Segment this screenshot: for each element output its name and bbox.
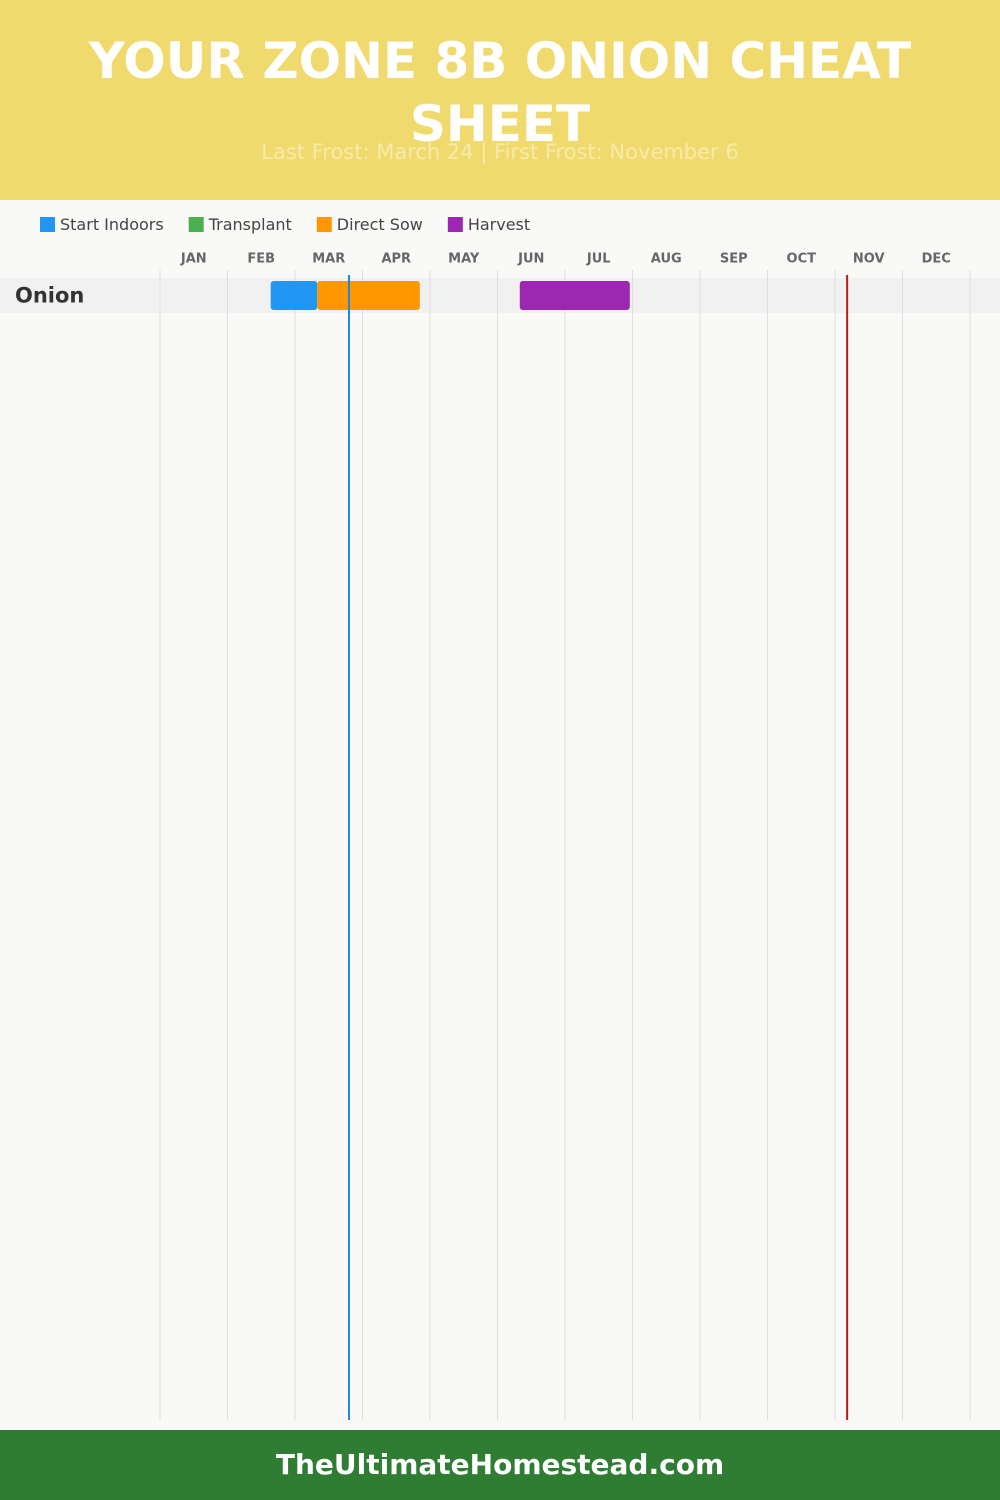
legend-swatch (188, 217, 204, 232)
subtitle: Last Frost: March 24 | First Frost: Nove… (261, 140, 739, 164)
month-label: SEP (720, 252, 748, 267)
month-label: JUL (586, 252, 611, 267)
legend-swatch (316, 217, 332, 232)
month-label: NOV (853, 252, 885, 267)
header: YOUR ZONE 8B ONION CHEAT SHEET Last Fros… (0, 0, 1000, 200)
title: YOUR ZONE 8B ONION CHEAT SHEET (88, 32, 912, 153)
bar (317, 281, 420, 310)
month-label: AUG (651, 252, 682, 267)
legend-label: Start Indoors (60, 215, 164, 234)
legend-label: Transplant (208, 215, 292, 234)
chart: Start Indoors Transplant Direct Sow Harvest… (0, 215, 1000, 1420)
legend-label: Harvest (468, 215, 530, 234)
row-band (0, 278, 1000, 313)
legend-swatch (447, 217, 463, 232)
month-label: MAY (448, 252, 480, 267)
month-label: JAN (180, 252, 207, 267)
month-label: FEB (247, 252, 275, 267)
month-label: DEC (922, 252, 951, 267)
bar (270, 281, 318, 310)
month-label: APR (381, 252, 411, 267)
month-label: OCT (787, 252, 817, 267)
bar (519, 281, 630, 310)
row-label: Onion (15, 284, 84, 308)
footer: TheUltimateHomestead.com (0, 1430, 1000, 1500)
month-label: MAR (312, 252, 345, 267)
month-label: JUN (517, 252, 544, 267)
legend-swatch (40, 217, 55, 232)
legend-label: Direct Sow (337, 215, 423, 234)
